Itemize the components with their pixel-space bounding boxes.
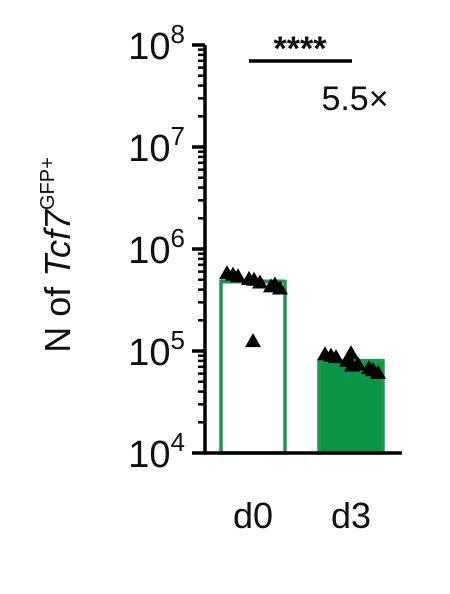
bar-d0 xyxy=(219,279,287,455)
y-axis-label-superscript: GFP+ xyxy=(37,157,59,210)
x-tick-label-d0: d0 xyxy=(233,495,273,536)
y-tick-label: 106 xyxy=(128,223,185,272)
fold-change-label: 5.5× xyxy=(321,80,388,118)
data-points xyxy=(219,265,386,379)
data-point-d3 xyxy=(344,357,360,372)
data-point-d0 xyxy=(267,276,283,291)
data-point-d0 xyxy=(245,333,261,348)
significance-stars: **** xyxy=(274,30,328,68)
y-axis-label-gene: Tcf7 xyxy=(37,208,78,277)
data-point-d3 xyxy=(343,345,359,360)
y-tick-label: 108 xyxy=(128,19,185,68)
data-point-d3 xyxy=(323,347,339,362)
y-axis-label: N of Tcf7GFP+ xyxy=(37,157,78,353)
x-tick-label-d3: d3 xyxy=(331,495,371,536)
data-point-d3 xyxy=(365,362,381,377)
data-point-d0 xyxy=(225,266,241,281)
y-tick-label: 107 xyxy=(128,121,185,170)
y-axis-label-prefix: N of xyxy=(37,277,78,353)
data-point-d0 xyxy=(246,271,262,286)
y-tick-label: 105 xyxy=(128,325,185,374)
y-axis-ticks: 104 105 106 107 108 xyxy=(128,19,205,476)
y-tick-label: 104 xyxy=(128,427,185,476)
